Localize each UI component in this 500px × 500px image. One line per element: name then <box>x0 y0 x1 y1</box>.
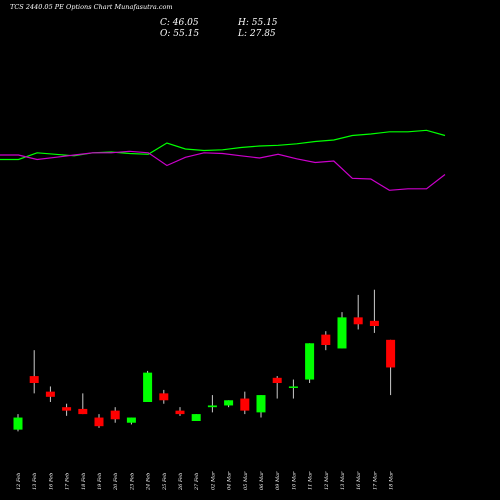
candle-body <box>288 386 298 388</box>
green-indicator-line <box>0 129 446 161</box>
x-tick-label: 02 Mar <box>210 471 216 490</box>
candle-body <box>191 414 201 421</box>
open-value: O: 55.15 <box>160 29 200 39</box>
x-tick-label: 26 Feb <box>178 473 184 491</box>
candle-body <box>272 377 282 383</box>
x-tick-label: 10 Mar <box>291 471 297 490</box>
candle-body <box>78 408 88 415</box>
x-tick-label: 25 Feb <box>162 473 168 491</box>
candle-body <box>143 372 153 402</box>
candle-body <box>207 405 217 408</box>
x-tick-label: 16 Feb <box>48 473 54 490</box>
candle-body <box>159 393 169 401</box>
candle-body <box>29 376 39 383</box>
x-tick-label: 13 Mar <box>340 471 346 490</box>
magenta-indicator-line <box>0 150 446 191</box>
x-tick-label: 18 Mar <box>389 471 395 490</box>
indicator-lines <box>0 129 446 191</box>
x-tick-label: 11 Mar <box>308 471 314 490</box>
candle-body <box>369 320 379 326</box>
chart-title: TCS 2440.05 PE Options Chart Munafasutra… <box>10 3 173 11</box>
x-tick-label: 13 Feb <box>32 473 38 490</box>
candle-body <box>110 410 120 420</box>
x-tick-label: 16 Mar <box>356 471 362 490</box>
candle-body <box>94 417 104 427</box>
x-tick-label: 09 Mar <box>275 471 281 490</box>
x-tick-label: 24 Feb <box>146 473 152 491</box>
x-tick-label: 12 Mar <box>324 471 330 490</box>
x-tick-label: 12 Feb <box>16 473 22 490</box>
candle-body <box>62 407 72 411</box>
x-tick-label: 19 Feb <box>97 473 103 490</box>
candle-body <box>45 391 55 397</box>
x-tick-label: 18 Feb <box>81 473 87 490</box>
candle-body <box>175 410 185 415</box>
candle-body <box>386 339 396 368</box>
candle-body <box>353 317 363 325</box>
x-tick-labels: 12 Feb 13 Feb 16 Feb 17 Feb 18 Feb 19 Feb 20 F… <box>16 471 395 491</box>
x-tick-label: 05 Mar <box>243 471 249 490</box>
x-tick-label: 06 Mar <box>259 471 265 490</box>
candle-body <box>126 417 136 423</box>
candle-body <box>256 395 266 413</box>
x-tick-label: 27 Feb <box>194 473 200 491</box>
x-tick-label: 17 Feb <box>65 473 71 490</box>
high-value: H: 55.15 <box>238 18 278 28</box>
close-value: C: 46.05 <box>160 18 199 28</box>
candle-body <box>240 398 250 411</box>
candle-body <box>305 343 315 380</box>
x-tick-label: 20 Feb <box>113 473 119 491</box>
candle-body <box>13 417 23 430</box>
x-tick-label: 04 Mar <box>227 471 233 490</box>
x-tick-label: 17 Mar <box>372 471 378 490</box>
x-tick-label: 23 Feb <box>129 473 135 491</box>
candle-body <box>337 317 347 349</box>
low-value: L: 27.85 <box>238 29 276 39</box>
candles <box>13 289 396 432</box>
candle-body <box>321 334 331 345</box>
candle-body <box>224 400 234 406</box>
